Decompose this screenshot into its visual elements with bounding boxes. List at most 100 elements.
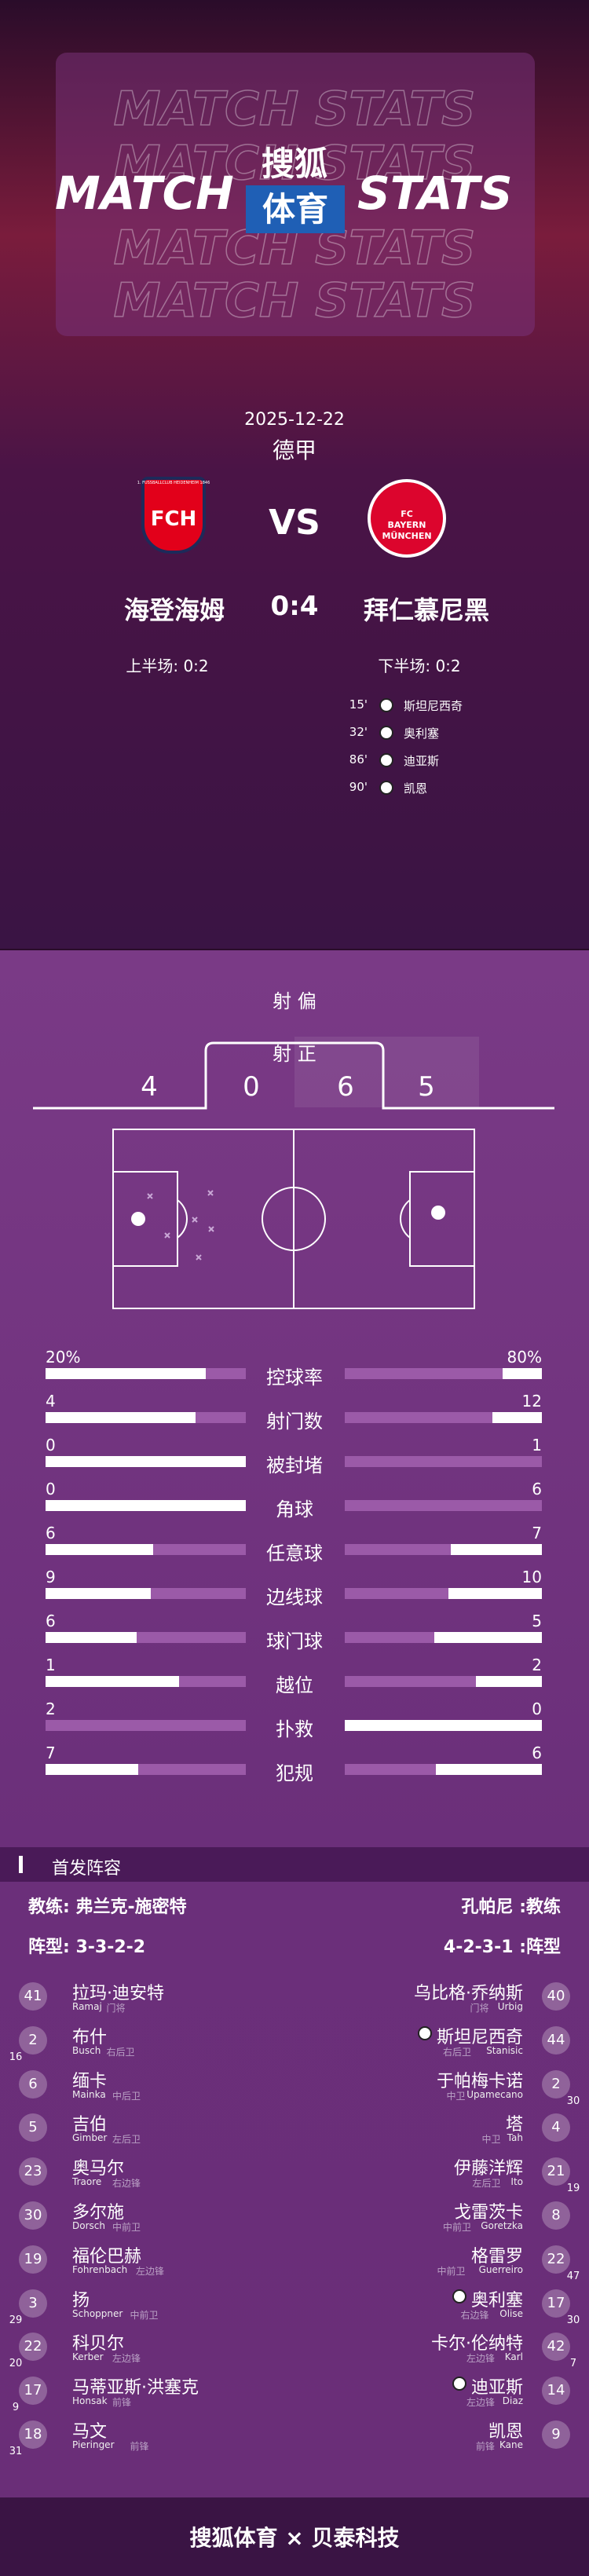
stat-bar	[345, 1368, 503, 1379]
player-pos: 中前卫	[130, 2309, 159, 2321]
stat-home-value: 6	[46, 1524, 56, 1542]
sub-number: 20	[9, 2358, 23, 2370]
stat-away-value: 0	[532, 1700, 542, 1718]
player-pos: 前锋	[475, 2441, 495, 2452]
player-en: Ramaj	[72, 2001, 102, 2012]
stat-home-value: 6	[46, 1612, 56, 1630]
vs: VS	[269, 503, 320, 543]
player-number: 4	[542, 2113, 570, 2142]
stat-bar	[345, 1456, 542, 1467]
stat-track	[46, 1368, 246, 1379]
header-left: MATCH	[55, 166, 234, 220]
stat-bar	[137, 1764, 246, 1775]
goal-minute: 90'	[349, 780, 368, 794]
player-pos: 前锋	[130, 2441, 149, 2452]
stat-bar	[46, 1720, 246, 1731]
player-pos: 左后卫	[112, 2134, 141, 2146]
player-pos: 左边锋	[112, 2353, 141, 2365]
player-name: 马文	[72, 2422, 108, 2442]
stat-bar	[136, 1632, 246, 1643]
player-en: Pieringer	[72, 2439, 115, 2450]
player-en: Honsak	[72, 2395, 108, 2407]
sub-number: 7	[569, 2358, 577, 2370]
player-en: Upamecano	[466, 2088, 523, 2100]
player-number: 19	[19, 2245, 47, 2274]
goal-minute: 15'	[349, 697, 368, 712]
player-pos: 右后卫	[442, 2046, 471, 2058]
stat-home-value: 0	[46, 1480, 56, 1498]
player-en: Dorsch	[72, 2220, 105, 2231]
away-half: 下半场: 0:2	[378, 657, 461, 675]
stat-home-value: 2	[46, 1700, 56, 1718]
stat-bar	[151, 1588, 246, 1599]
player-pos: 中卫	[481, 2134, 501, 2146]
stat-bar	[206, 1368, 246, 1379]
player-en: Karl	[504, 2351, 523, 2363]
stat-label: 任意球	[266, 1542, 323, 1564]
sub-number: 47	[566, 2270, 580, 2282]
player-pos: 中前卫	[442, 2222, 471, 2233]
ball-icon	[379, 753, 393, 767]
goal-player: 凯恩	[404, 781, 428, 796]
brand-bottom: 体育	[246, 185, 345, 233]
stat-bar	[345, 1632, 435, 1643]
shots-on-label: 射 正	[273, 1043, 316, 1065]
away-coach: 孔帕尼 :教练	[461, 1897, 561, 1917]
goal-player: 奥利塞	[404, 726, 440, 741]
player-en: Mainka	[72, 2088, 106, 2100]
stat-away-value: 80%	[507, 1348, 542, 1367]
stat-label: 控球率	[266, 1367, 323, 1389]
player-en: Traore	[72, 2176, 102, 2188]
stat-away-value: 2	[532, 1656, 542, 1674]
player-number: 41	[19, 1982, 47, 2011]
player-pos: 右边锋	[112, 2178, 141, 2190]
player-en: Stanisic	[486, 2044, 523, 2056]
stat-away-value: 10	[521, 1568, 542, 1586]
stat-home-value: 20%	[46, 1348, 81, 1367]
player-name: 吉伯	[72, 2115, 108, 2135]
stat-label: 射门数	[266, 1411, 323, 1433]
player-en: Tah	[507, 2132, 523, 2144]
player-name: 格雷罗	[470, 2246, 523, 2267]
stat-home-value: 9	[46, 1568, 56, 1586]
stat-label: 被封堵	[266, 1454, 323, 1476]
stat-away-value: 6	[532, 1480, 542, 1498]
player-number: 2	[19, 2025, 47, 2055]
stat-bar	[179, 1676, 246, 1687]
shots-value: 6	[337, 1071, 354, 1103]
stat-bar	[345, 1588, 449, 1599]
stat-home-value: 7	[46, 1744, 56, 1762]
lineup-mark	[19, 1856, 23, 1873]
player-name: 多尔施	[72, 2203, 125, 2223]
stat-bar	[196, 1412, 246, 1423]
date: 2025-12-22	[244, 410, 345, 430]
goal-minute: 32'	[349, 725, 368, 739]
sub-number: 29	[9, 2314, 23, 2326]
player-number: 23	[19, 2157, 47, 2186]
home-half: 上半场: 0:2	[126, 657, 209, 675]
sub-number: 31	[9, 2446, 23, 2457]
player-name: 迪亚斯	[470, 2378, 523, 2399]
bg-text: MATCH STATS	[113, 135, 476, 192]
player-number: 40	[542, 1982, 570, 2011]
player-number: 14	[542, 2377, 570, 2406]
player-name: 凯恩	[488, 2422, 523, 2442]
stat-label: 犯规	[276, 1762, 313, 1784]
lineup-title: 首发阵容	[52, 1859, 122, 1879]
player-pos: 右边锋	[460, 2309, 489, 2321]
player-name: 伊藤洋辉	[453, 2159, 523, 2179]
player-pos: 前锋	[112, 2397, 132, 2409]
player-number: 21	[542, 2157, 570, 2186]
player-number: 44	[542, 2025, 570, 2055]
goal-player: 斯坦尼西奇	[404, 699, 463, 713]
away-formation: 4-2-3-1 :阵型	[443, 1937, 561, 1957]
score: 0:4	[270, 591, 319, 622]
sub-number: 16	[9, 2051, 23, 2063]
player-number: 30	[19, 2201, 47, 2230]
player-name: 塔	[505, 2115, 523, 2135]
ball-icon	[452, 2289, 466, 2303]
header-right: STATS	[357, 166, 513, 220]
stat-track	[46, 1500, 246, 1511]
player-name: 布什	[72, 2027, 108, 2047]
